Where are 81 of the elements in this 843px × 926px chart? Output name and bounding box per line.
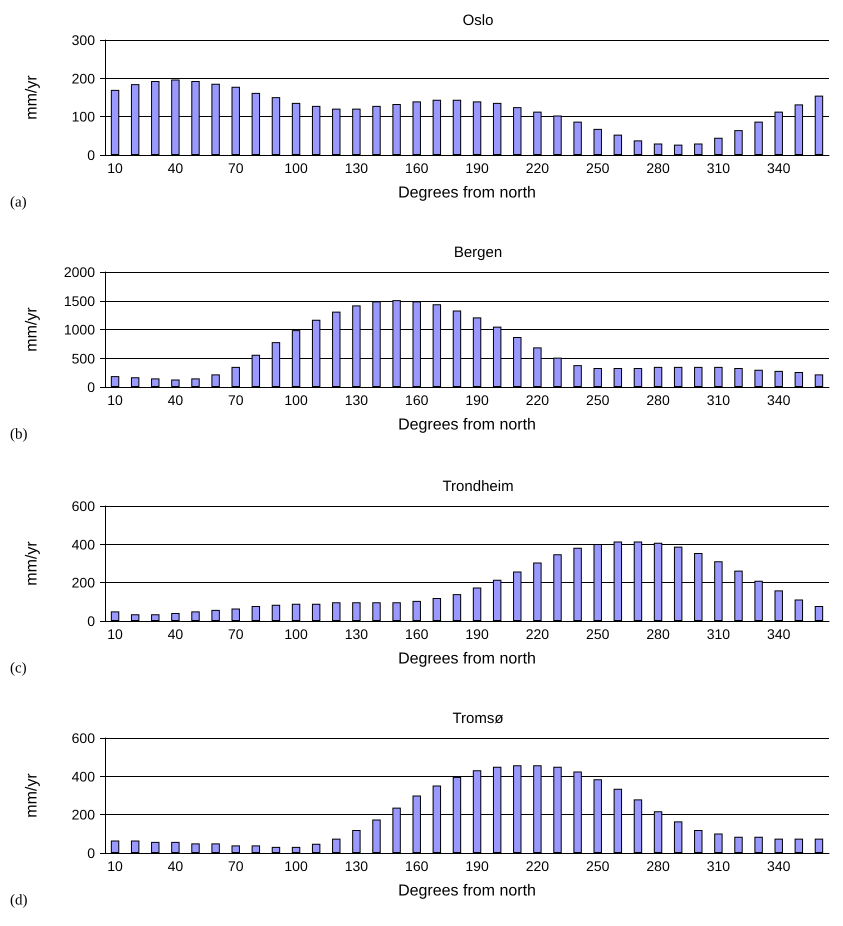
x-axis-title: Degrees from north <box>398 882 536 900</box>
x-tick-label: 40 <box>168 160 184 176</box>
x-tick-label: 40 <box>168 392 184 408</box>
text: (c) <box>10 660 27 676</box>
x-tick-label: 100 <box>284 858 308 874</box>
x-tick-label: 280 <box>646 160 670 176</box>
x-tick-label: 10 <box>107 858 124 874</box>
y-tick-label: 600 <box>72 730 96 746</box>
x-tick-label: 340 <box>767 160 791 176</box>
x-tick-label: 10 <box>107 160 124 176</box>
y-tick-label: 2000 <box>64 264 96 280</box>
y-tick-label: 500 <box>72 350 96 366</box>
x-tick-label: 160 <box>405 392 429 408</box>
y-tick-label: 0 <box>87 379 96 395</box>
x-tick-label: 340 <box>767 858 791 874</box>
x-tick-label: 130 <box>344 392 368 408</box>
x-tick-label: 280 <box>646 858 670 874</box>
x-tick-label: 310 <box>706 160 730 176</box>
x-tick-label: 130 <box>344 858 368 874</box>
x-tick-label: 220 <box>526 858 550 874</box>
x-tick-label: 190 <box>465 160 489 176</box>
x-tick-label: 10 <box>107 392 124 408</box>
x-tick-label: 160 <box>405 626 429 642</box>
y-axis-title: mm/yr <box>24 772 40 818</box>
y-tick-label: 400 <box>72 768 96 784</box>
x-tick-label: 10 <box>107 626 124 642</box>
y-tick-label: 1000 <box>64 322 96 338</box>
x-axis-title: Degrees from north <box>398 184 536 202</box>
x-tick-label: 100 <box>284 392 308 408</box>
x-tick-label: 220 <box>526 392 550 408</box>
x-tick-label: 250 <box>586 392 610 408</box>
x-tick-label: 310 <box>706 392 730 408</box>
y-tick-label: 100 <box>72 108 96 125</box>
x-tick-label: 100 <box>284 626 308 642</box>
x-tick-label: 190 <box>465 626 489 642</box>
chart-title: Tromsø <box>452 710 504 727</box>
x-tick-label: 160 <box>405 160 429 176</box>
x-tick-label: 220 <box>526 626 550 642</box>
chart-title: Trondheim <box>442 478 514 495</box>
text: (a) <box>10 194 27 210</box>
x-tick-label: 280 <box>646 392 670 408</box>
y-tick-label: 1500 <box>64 292 96 309</box>
y-tick-label: 0 <box>87 845 96 861</box>
x-tick-label: 250 <box>586 626 610 642</box>
y-tick-label: 600 <box>72 498 96 514</box>
x-tick-label: 340 <box>767 626 791 642</box>
x-tick-label: 70 <box>228 392 244 408</box>
x-tick-label: 130 <box>344 160 368 176</box>
x-tick-label: 220 <box>526 160 550 176</box>
x-tick-label: 100 <box>284 160 308 176</box>
x-tick-label: 70 <box>228 626 244 642</box>
x-tick-label: 70 <box>228 160 244 176</box>
y-tick-label: 300 <box>72 32 96 48</box>
x-tick-label: 310 <box>706 626 730 642</box>
chart-title: Oslo <box>462 12 494 29</box>
x-tick-label: 250 <box>586 160 610 176</box>
x-axis-title: Degrees from north <box>398 650 536 668</box>
x-tick-label: 250 <box>586 858 610 874</box>
x-tick-label: 40 <box>168 858 184 874</box>
y-tick-label: 0 <box>87 147 96 163</box>
y-tick-label: 200 <box>72 574 96 591</box>
y-axis-title: mm/yr <box>24 74 40 120</box>
y-tick-label: 400 <box>72 536 96 552</box>
x-tick-label: 340 <box>767 392 791 408</box>
y-tick-label: 200 <box>72 806 96 823</box>
x-tick-label: 190 <box>465 858 489 874</box>
y-tick-label: 0 <box>87 613 96 629</box>
text: (d) <box>10 892 28 908</box>
x-tick-label: 190 <box>465 392 489 408</box>
x-tick-label: 310 <box>706 858 730 874</box>
y-tick-label: 200 <box>72 70 96 86</box>
x-tick-label: 130 <box>344 626 368 642</box>
x-tick-label: 160 <box>405 858 429 874</box>
y-axis-title: mm/yr <box>24 540 40 586</box>
chart-title: Bergen <box>454 244 502 261</box>
x-axis-title: Degrees from north <box>398 416 536 434</box>
y-axis-title: mm/yr <box>24 306 40 352</box>
x-tick-label: 70 <box>228 858 244 874</box>
x-tick-label: 280 <box>646 626 670 642</box>
x-tick-label: 40 <box>168 626 184 642</box>
text: (b) <box>10 426 28 442</box>
